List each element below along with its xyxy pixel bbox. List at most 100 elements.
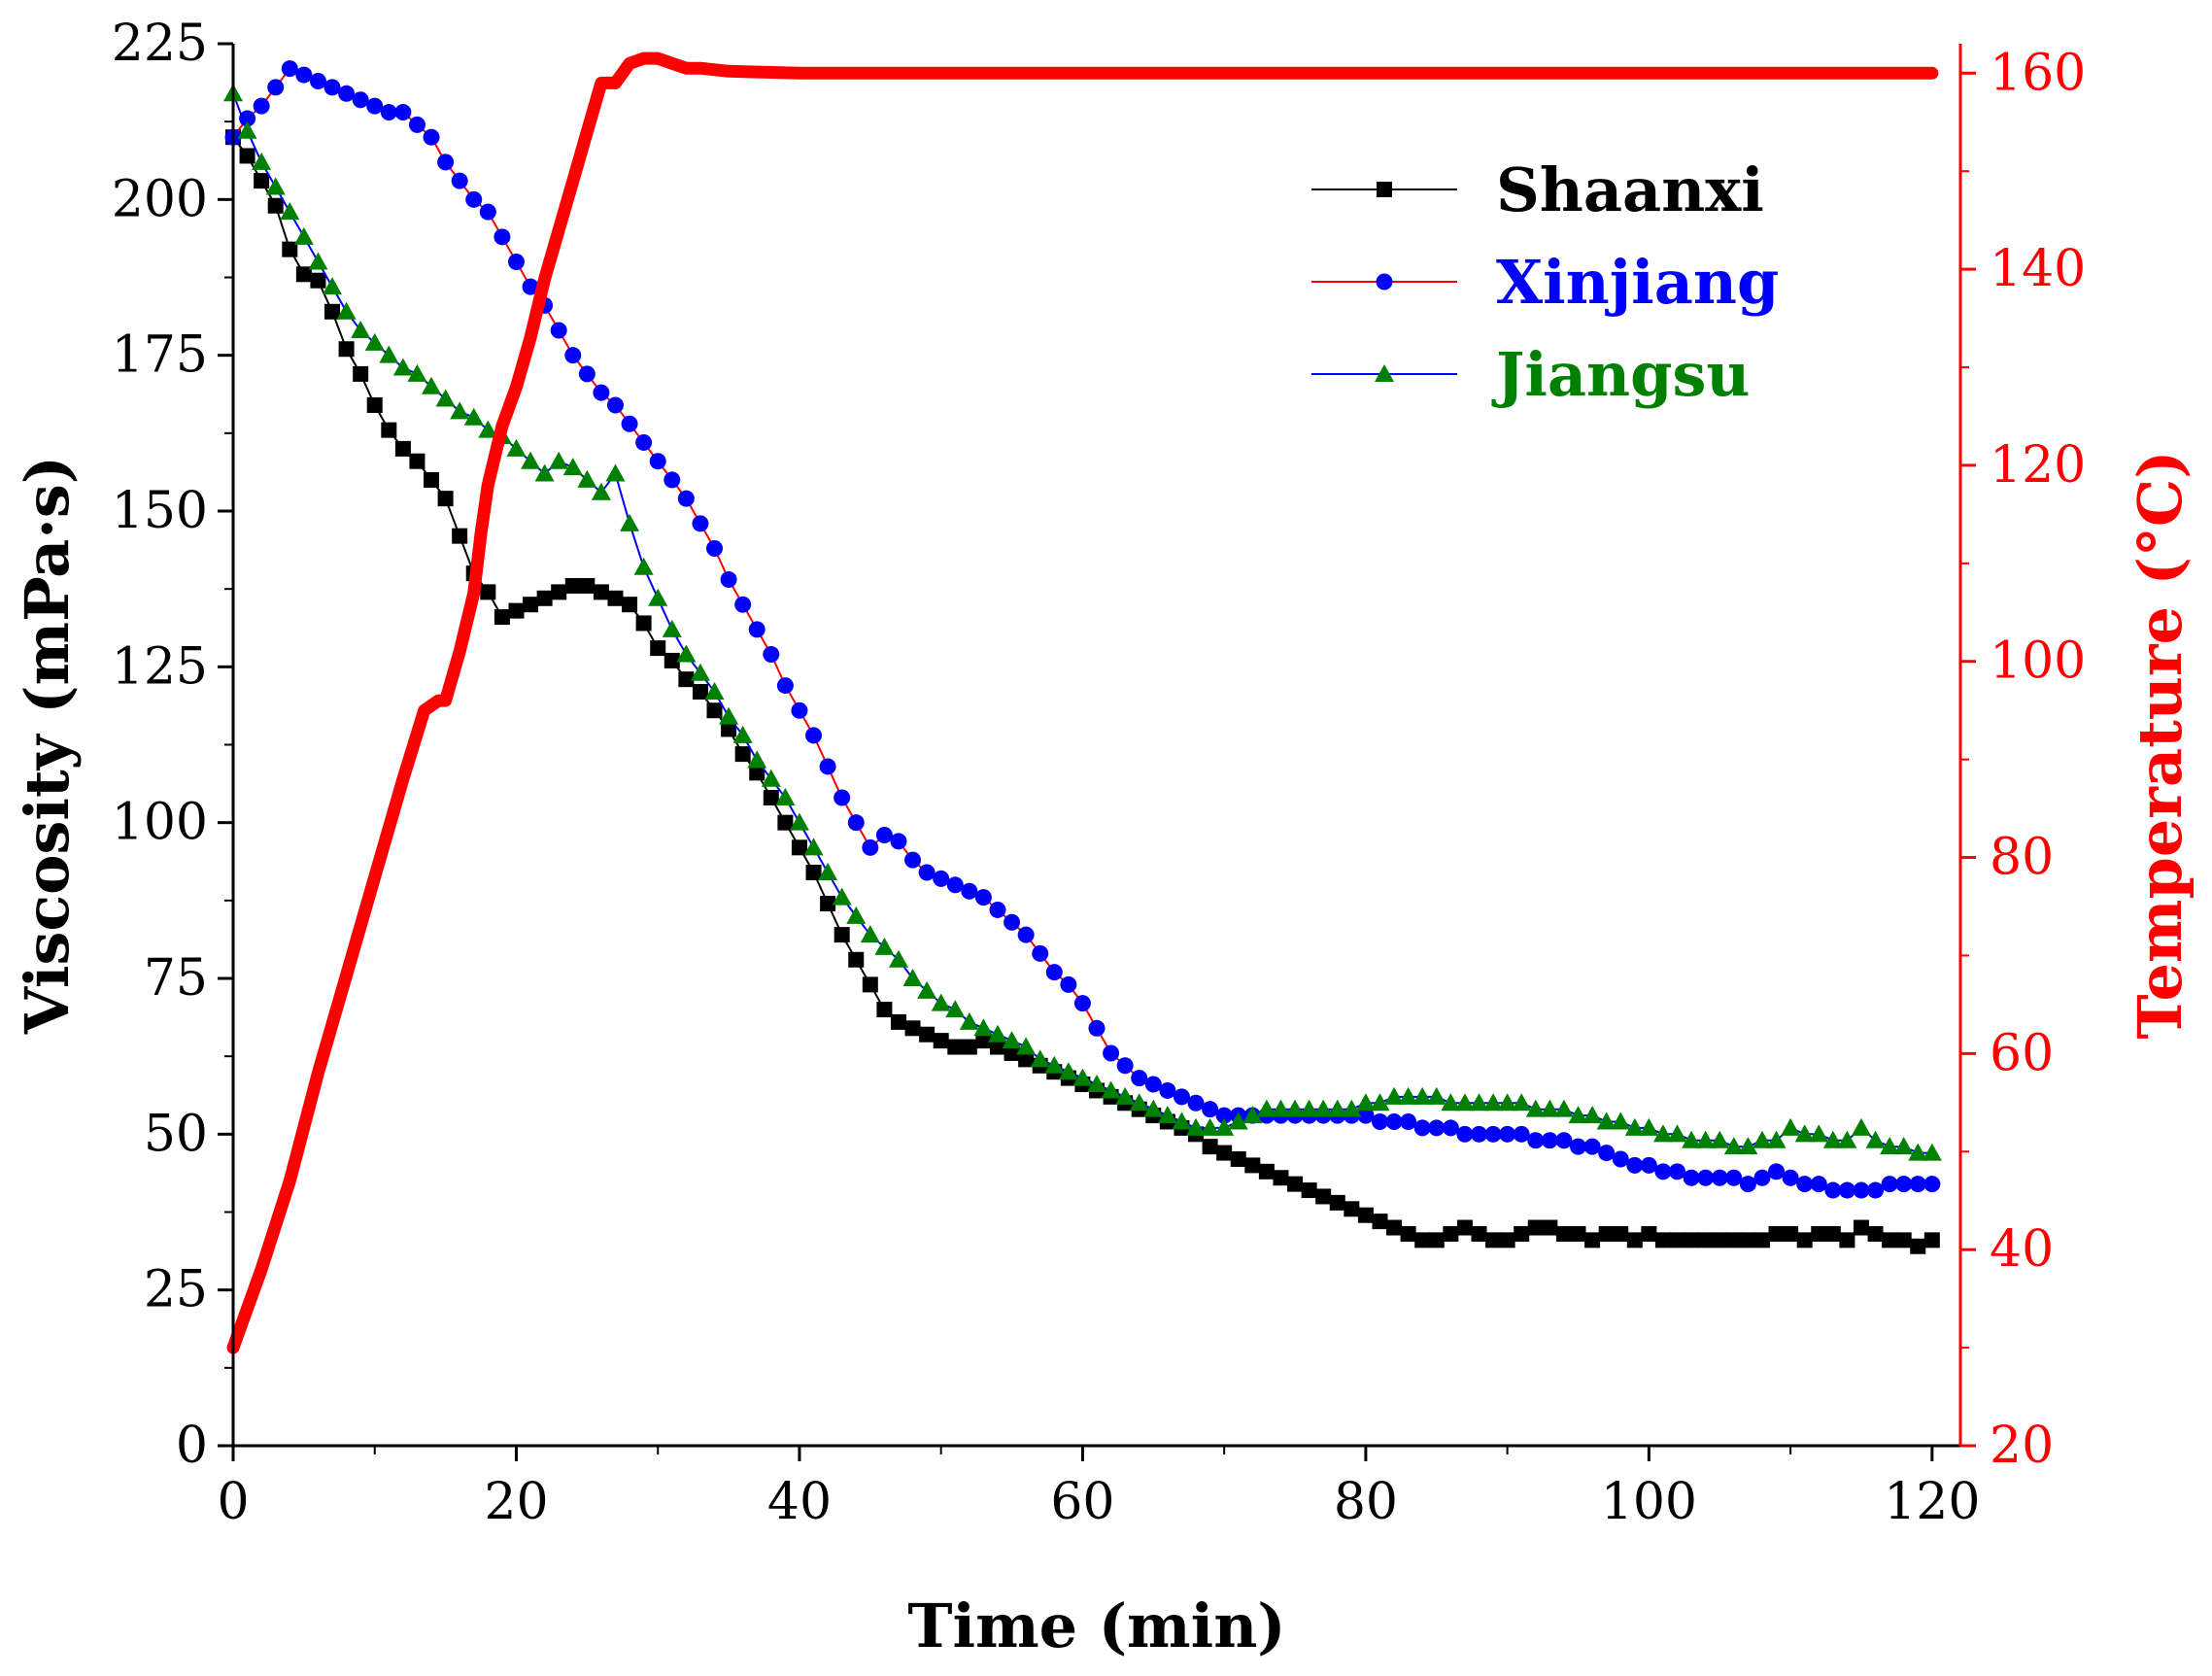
data-point-xinjiang <box>1711 1169 1728 1186</box>
data-point-shaanxi <box>409 453 425 469</box>
y2-axis-title: Temperature (°C) <box>2125 450 2195 1039</box>
data-point-jiangsu <box>1794 1124 1815 1143</box>
data-point-shaanxi <box>1910 1238 1926 1254</box>
data-point-xinjiang <box>1881 1176 1898 1193</box>
data-point-shaanxi <box>381 422 397 438</box>
data-point-jiangsu <box>1695 1130 1716 1148</box>
data-point-jiangsu <box>1327 1099 1347 1117</box>
x-tick-label: 120 <box>1884 1473 1980 1531</box>
data-point-jiangsu <box>917 980 937 999</box>
data-point-xinjiang <box>1073 995 1091 1012</box>
data-point-jiangsu <box>506 438 527 457</box>
data-point-shaanxi <box>1641 1225 1657 1242</box>
data-point-shaanxi <box>1456 1219 1473 1236</box>
data-point-xinjiang <box>1385 1113 1403 1131</box>
data-point-jiangsu <box>1016 1037 1037 1055</box>
data-point-shaanxi <box>1839 1232 1855 1248</box>
data-point-jiangsu <box>364 332 385 351</box>
data-point-xinjiang <box>1683 1169 1700 1186</box>
y2-tick-label: 80 <box>1990 829 2054 887</box>
data-point-xinjiang <box>1895 1176 1913 1193</box>
data-point-xinjiang <box>606 396 624 414</box>
data-point-shaanxi <box>1018 1051 1035 1068</box>
data-point-shaanxi <box>1329 1194 1345 1211</box>
data-point-jiangsu <box>1809 1124 1829 1143</box>
data-point-shaanxi <box>664 652 680 668</box>
data-point-jiangsu <box>1682 1130 1702 1148</box>
data-point-shaanxi <box>961 1039 977 1055</box>
legend-marker-jiangsu <box>1375 364 1394 382</box>
data-point-jiangsu <box>1851 1117 1871 1136</box>
data-point-xinjiang <box>1513 1125 1530 1143</box>
data-point-jiangsu <box>1044 1055 1065 1074</box>
y-tick-label: 200 <box>112 170 208 228</box>
data-point-shaanxi <box>1230 1150 1246 1167</box>
legend: Shaanxi Xinjiang Jiangsu <box>1311 154 1779 410</box>
data-point-jiangsu <box>308 252 328 270</box>
data-point-xinjiang <box>1017 926 1035 943</box>
data-point-jiangsu <box>945 1000 966 1018</box>
data-point-jiangsu <box>789 812 809 831</box>
data-point-shaanxi <box>1301 1182 1317 1199</box>
data-point-shaanxi <box>1768 1225 1785 1242</box>
data-point-jiangsu <box>435 389 456 407</box>
data-point-xinjiang <box>1357 1107 1375 1124</box>
data-point-jiangsu <box>1738 1137 1758 1155</box>
data-point-shaanxi <box>1654 1232 1671 1248</box>
data-point-jiangsu <box>803 838 824 856</box>
data-point-xinjiang <box>380 104 397 121</box>
data-point-jiangsu <box>1908 1143 1928 1161</box>
data-point-shaanxi <box>536 590 553 606</box>
y2-tick-label: 20 <box>1990 1417 2054 1475</box>
data-point-xinjiang <box>1782 1169 1799 1186</box>
data-point-shaanxi <box>635 615 652 632</box>
y-axis-title: Viscosity (mPa·s) <box>12 456 83 1035</box>
data-point-jiangsu <box>648 588 668 606</box>
data-point-shaanxi <box>1244 1157 1261 1174</box>
data-point-shaanxi <box>933 1033 949 1049</box>
data-point-jiangsu <box>747 750 767 769</box>
data-point-shaanxi <box>1485 1232 1502 1248</box>
data-point-jiangsu <box>874 937 895 955</box>
data-point-xinjiang <box>465 190 483 208</box>
data-point-jiangsu <box>605 463 626 482</box>
data-point-jiangsu <box>280 202 300 221</box>
data-point-shaanxi <box>1414 1232 1431 1248</box>
data-point-xinjiang <box>1103 1044 1120 1062</box>
data-point-jiangsu <box>252 152 272 170</box>
data-point-xinjiang <box>437 154 455 171</box>
data-point-jiangsu <box>1370 1093 1390 1112</box>
data-point-xinjiang <box>1626 1156 1644 1174</box>
y-tick-label: 175 <box>112 326 208 385</box>
data-point-shaanxi <box>310 272 326 289</box>
y-tick-label: 225 <box>112 15 208 73</box>
data-point-jiangsu <box>732 725 753 743</box>
data-point-jiangsu <box>1893 1137 1914 1155</box>
data-point-xinjiang <box>834 789 851 806</box>
series-shaanxi <box>225 129 1940 1254</box>
data-point-xinjiang <box>819 758 836 775</box>
data-point-jiangsu <box>1355 1093 1376 1112</box>
data-point-shaanxi <box>239 148 255 164</box>
data-point-jiangsu <box>1228 1112 1248 1130</box>
data-point-xinjiang <box>1045 964 1063 981</box>
data-point-xinjiang <box>1810 1176 1827 1193</box>
data-point-xinjiang <box>366 97 384 115</box>
data-point-xinjiang <box>1159 1081 1176 1099</box>
data-point-xinjiang <box>918 864 936 881</box>
data-point-jiangsu <box>379 345 399 363</box>
data-point-jiangsu <box>237 120 257 139</box>
data-point-xinjiang <box>1499 1125 1516 1143</box>
data-point-xinjiang <box>451 172 468 189</box>
data-point-shaanxi <box>1514 1225 1530 1242</box>
y-tick-label: 150 <box>112 482 208 540</box>
data-point-jiangsu <box>1101 1080 1121 1099</box>
data-point-jiangsu <box>1256 1099 1276 1117</box>
data-point-jiangsu <box>577 469 597 488</box>
data-point-xinjiang <box>1725 1169 1743 1186</box>
data-point-jiangsu <box>1512 1093 1532 1112</box>
data-point-shaanxi <box>523 597 539 613</box>
data-point-shaanxi <box>678 671 695 688</box>
data-point-jiangsu <box>1553 1099 1574 1117</box>
